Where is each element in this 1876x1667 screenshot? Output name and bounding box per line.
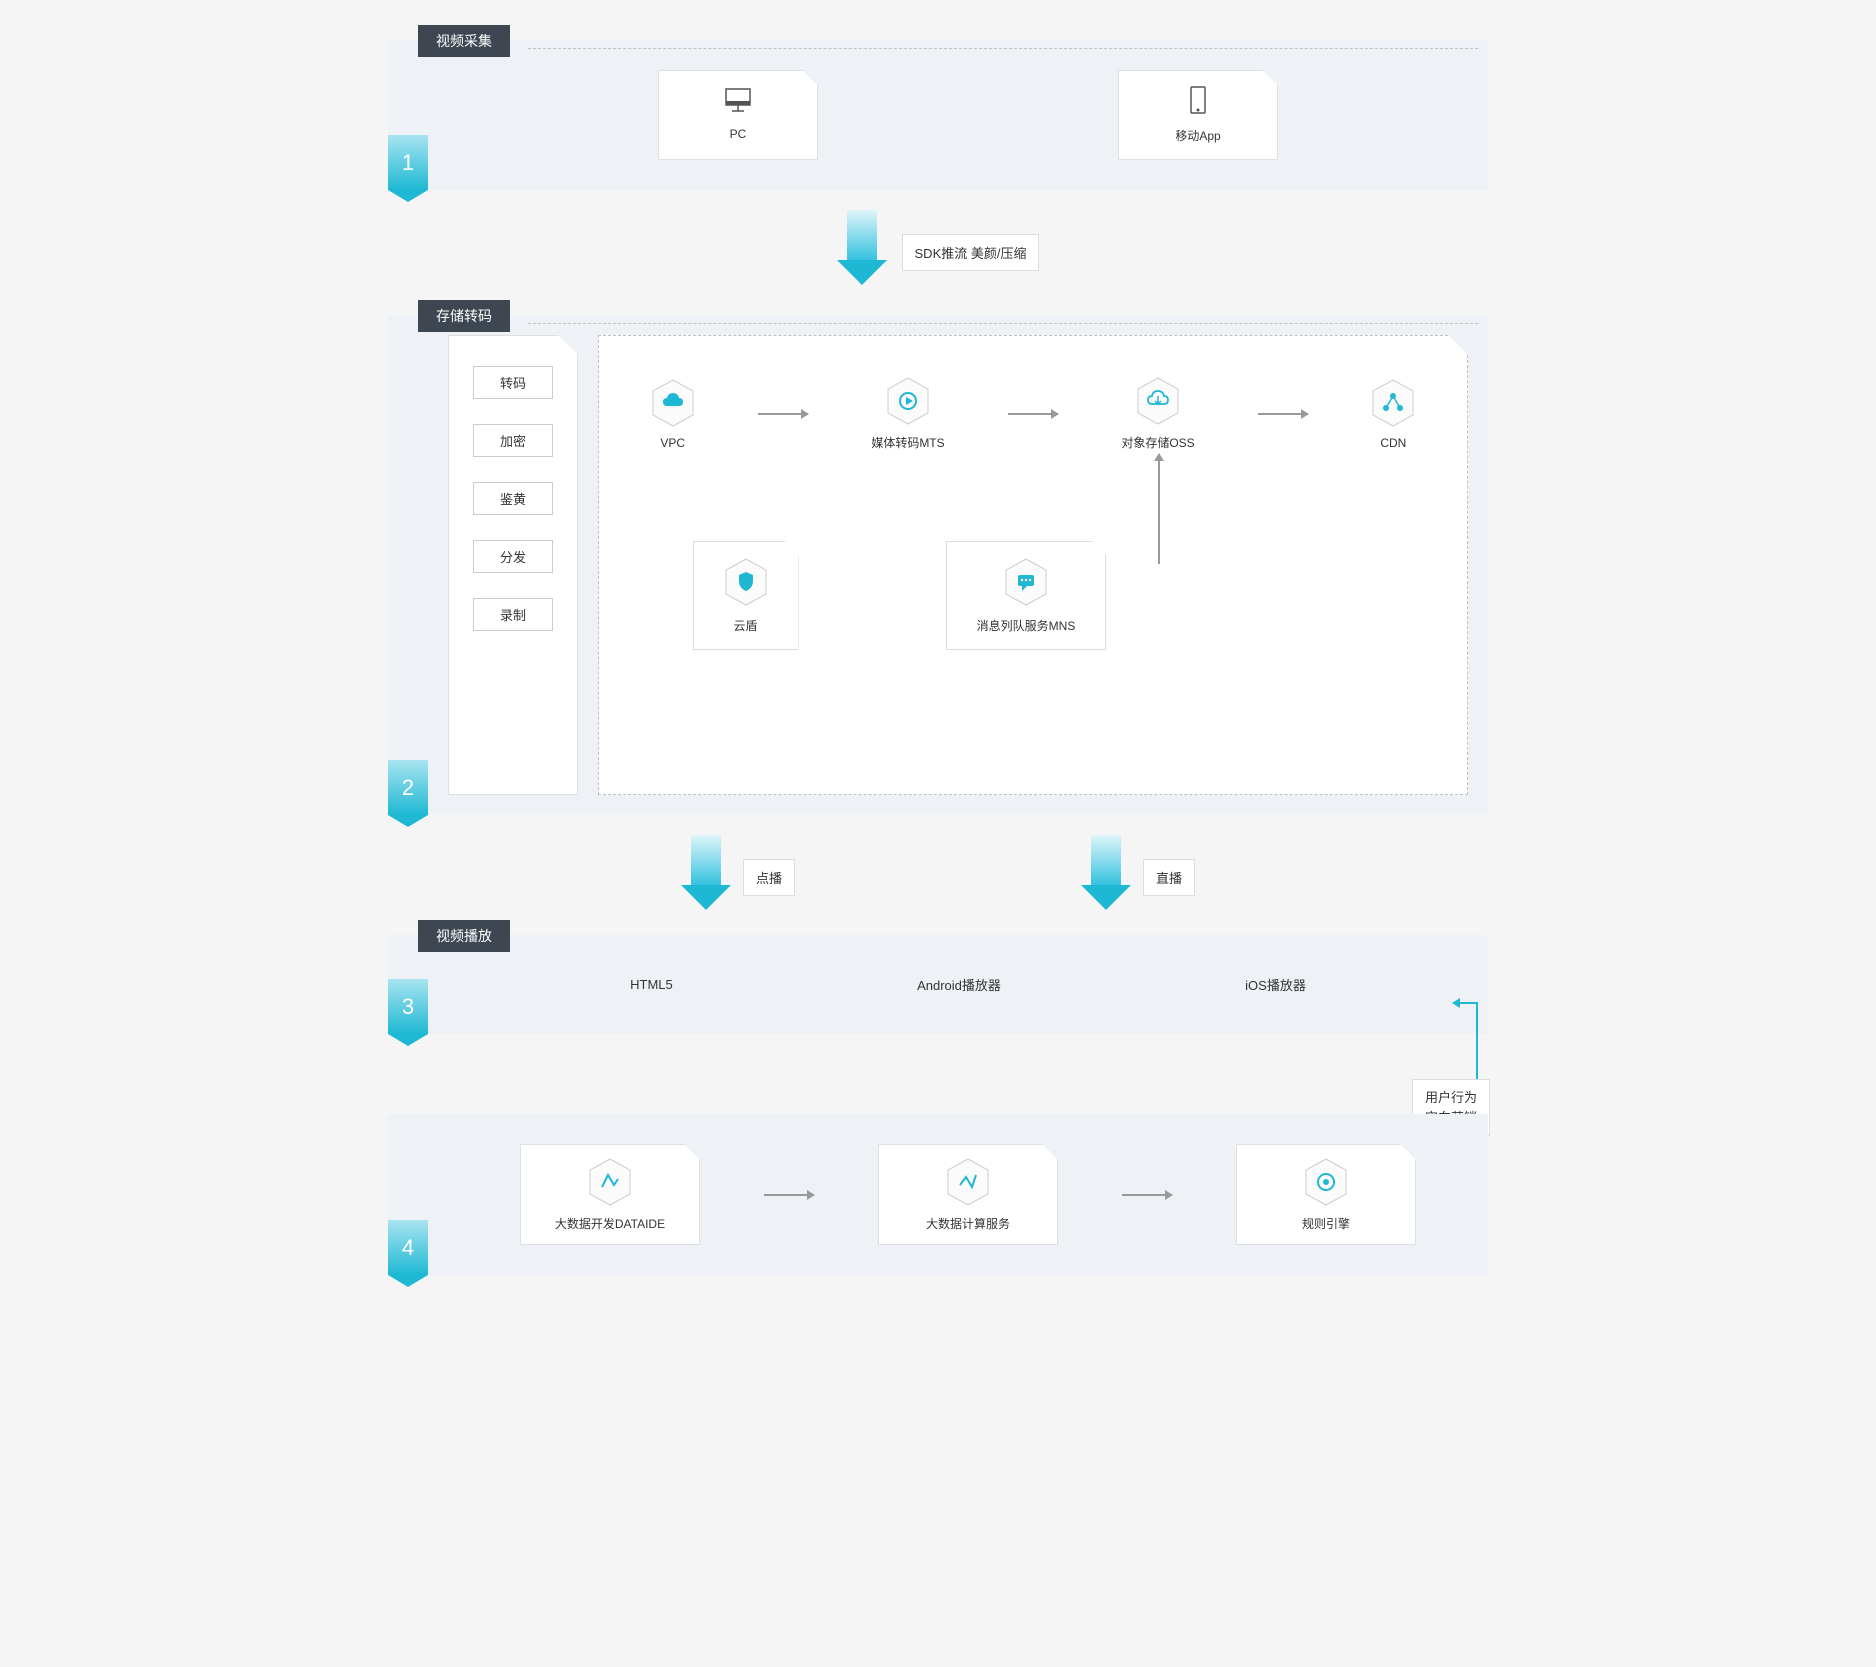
section-storage-transcode: 存储转码 转码 加密 鉴黄 分发 录制 VPC (388, 315, 1488, 815)
vertical-arrow-icon (1158, 454, 1160, 564)
network-icon (1371, 378, 1415, 428)
section-video-play: 视频播放 HTML5 Android播放器 iOS播放器 3 (388, 935, 1488, 1034)
node-mns: 消息列队服务MNS (946, 541, 1107, 650)
down-arrow-icon (837, 210, 887, 295)
sidebar-item: 分发 (473, 540, 553, 573)
message-icon (1004, 557, 1048, 607)
arrow-1-to-2: SDK推流 美颜/压缩 (388, 210, 1488, 295)
arrow-icon (758, 413, 808, 415)
play-hex-icon (886, 376, 930, 426)
pc-label: PC (730, 127, 747, 141)
feedback-line1: 用户行为 (1425, 1090, 1477, 1105)
sdk-note: SDK推流 美颜/压缩 (902, 234, 1040, 271)
section-1-number: 1 (388, 135, 428, 190)
sidebar-item: 转码 (473, 366, 553, 399)
node-cdn: CDN (1371, 378, 1415, 450)
live-label: 直播 (1143, 859, 1195, 896)
section-3-number: 3 (388, 979, 428, 1034)
sidebar-item: 鉴黄 (473, 482, 553, 515)
data-compute-icon (946, 1157, 990, 1207)
arrow-icon (1122, 1194, 1172, 1196)
arrows-2-to-3: 点播 直播 (388, 835, 1488, 920)
mns-label: 消息列队服务MNS (977, 617, 1076, 634)
dashed-separator (528, 323, 1478, 324)
mobile-icon (1180, 83, 1216, 119)
shield-icon (724, 557, 768, 607)
section-2-number: 2 (388, 760, 428, 815)
down-arrow-icon (1081, 835, 1131, 920)
data-dev-icon (588, 1157, 632, 1207)
section-3-title: 视频播放 (418, 920, 510, 952)
node-oss: 对象存储OSS (1121, 376, 1194, 451)
architecture-panel: VPC 媒体转码MTS 对象存储OSS (598, 335, 1468, 795)
capture-mobile: 移动App (1118, 70, 1278, 160)
dashed-separator (528, 48, 1478, 49)
arrow-icon (1008, 413, 1058, 415)
compute-label: 大数据计算服务 (926, 1215, 1010, 1232)
node-rule-engine: 规则引擎 (1236, 1144, 1416, 1245)
section-4-number: 4 (388, 1220, 428, 1275)
vod-label: 点播 (743, 859, 795, 896)
sidebar-capabilities: 转码 加密 鉴黄 分发 录制 (448, 335, 578, 795)
section-video-capture: 视频采集 PC 移动App 1 (388, 40, 1488, 190)
target-icon (1304, 1157, 1348, 1207)
node-vpc: VPC (651, 378, 695, 450)
player-html5: HTML5 (630, 977, 673, 992)
node-dataide: 大数据开发DATAIDE (520, 1144, 700, 1245)
node-mts: 媒体转码MTS (871, 376, 944, 451)
capture-pc: PC (658, 70, 818, 160)
node-maxcompute: 大数据计算服务 (878, 1144, 1058, 1245)
bottom-services: 云盾 消息列队服务MNS (619, 541, 1447, 650)
down-arrow-icon (681, 835, 731, 920)
architecture-diagram: 视频采集 PC 移动App 1 SDK推流 美颜/压缩 存储转码 (388, 40, 1488, 1275)
yundun-label: 云盾 (734, 617, 758, 634)
player-ios: iOS播放器 (1245, 975, 1306, 994)
top-service-chain: VPC 媒体转码MTS 对象存储OSS (619, 376, 1447, 451)
node-yundun: 云盾 (693, 541, 799, 650)
arrow-icon (1258, 413, 1308, 415)
mobile-label: 移动App (1175, 127, 1220, 144)
mts-label: 媒体转码MTS (871, 434, 944, 451)
section-1-title: 视频采集 (418, 25, 510, 57)
arrow-icon (764, 1194, 814, 1196)
section-bigdata: 大数据开发DATAIDE 大数据计算服务 规则引擎 4 (388, 1114, 1488, 1275)
dataide-label: 大数据开发DATAIDE (555, 1215, 665, 1232)
desktop-icon (720, 83, 756, 119)
oss-label: 对象存储OSS (1121, 434, 1194, 451)
cdn-label: CDN (1380, 436, 1406, 450)
rule-engine-label: 规则引擎 (1302, 1215, 1350, 1232)
sidebar-item: 加密 (473, 424, 553, 457)
storage-icon (1136, 376, 1180, 426)
cloud-icon (651, 378, 695, 428)
vpc-label: VPC (660, 436, 685, 450)
section-2-title: 存储转码 (418, 300, 510, 332)
sidebar-item: 录制 (473, 598, 553, 631)
player-android: Android播放器 (917, 975, 1001, 994)
